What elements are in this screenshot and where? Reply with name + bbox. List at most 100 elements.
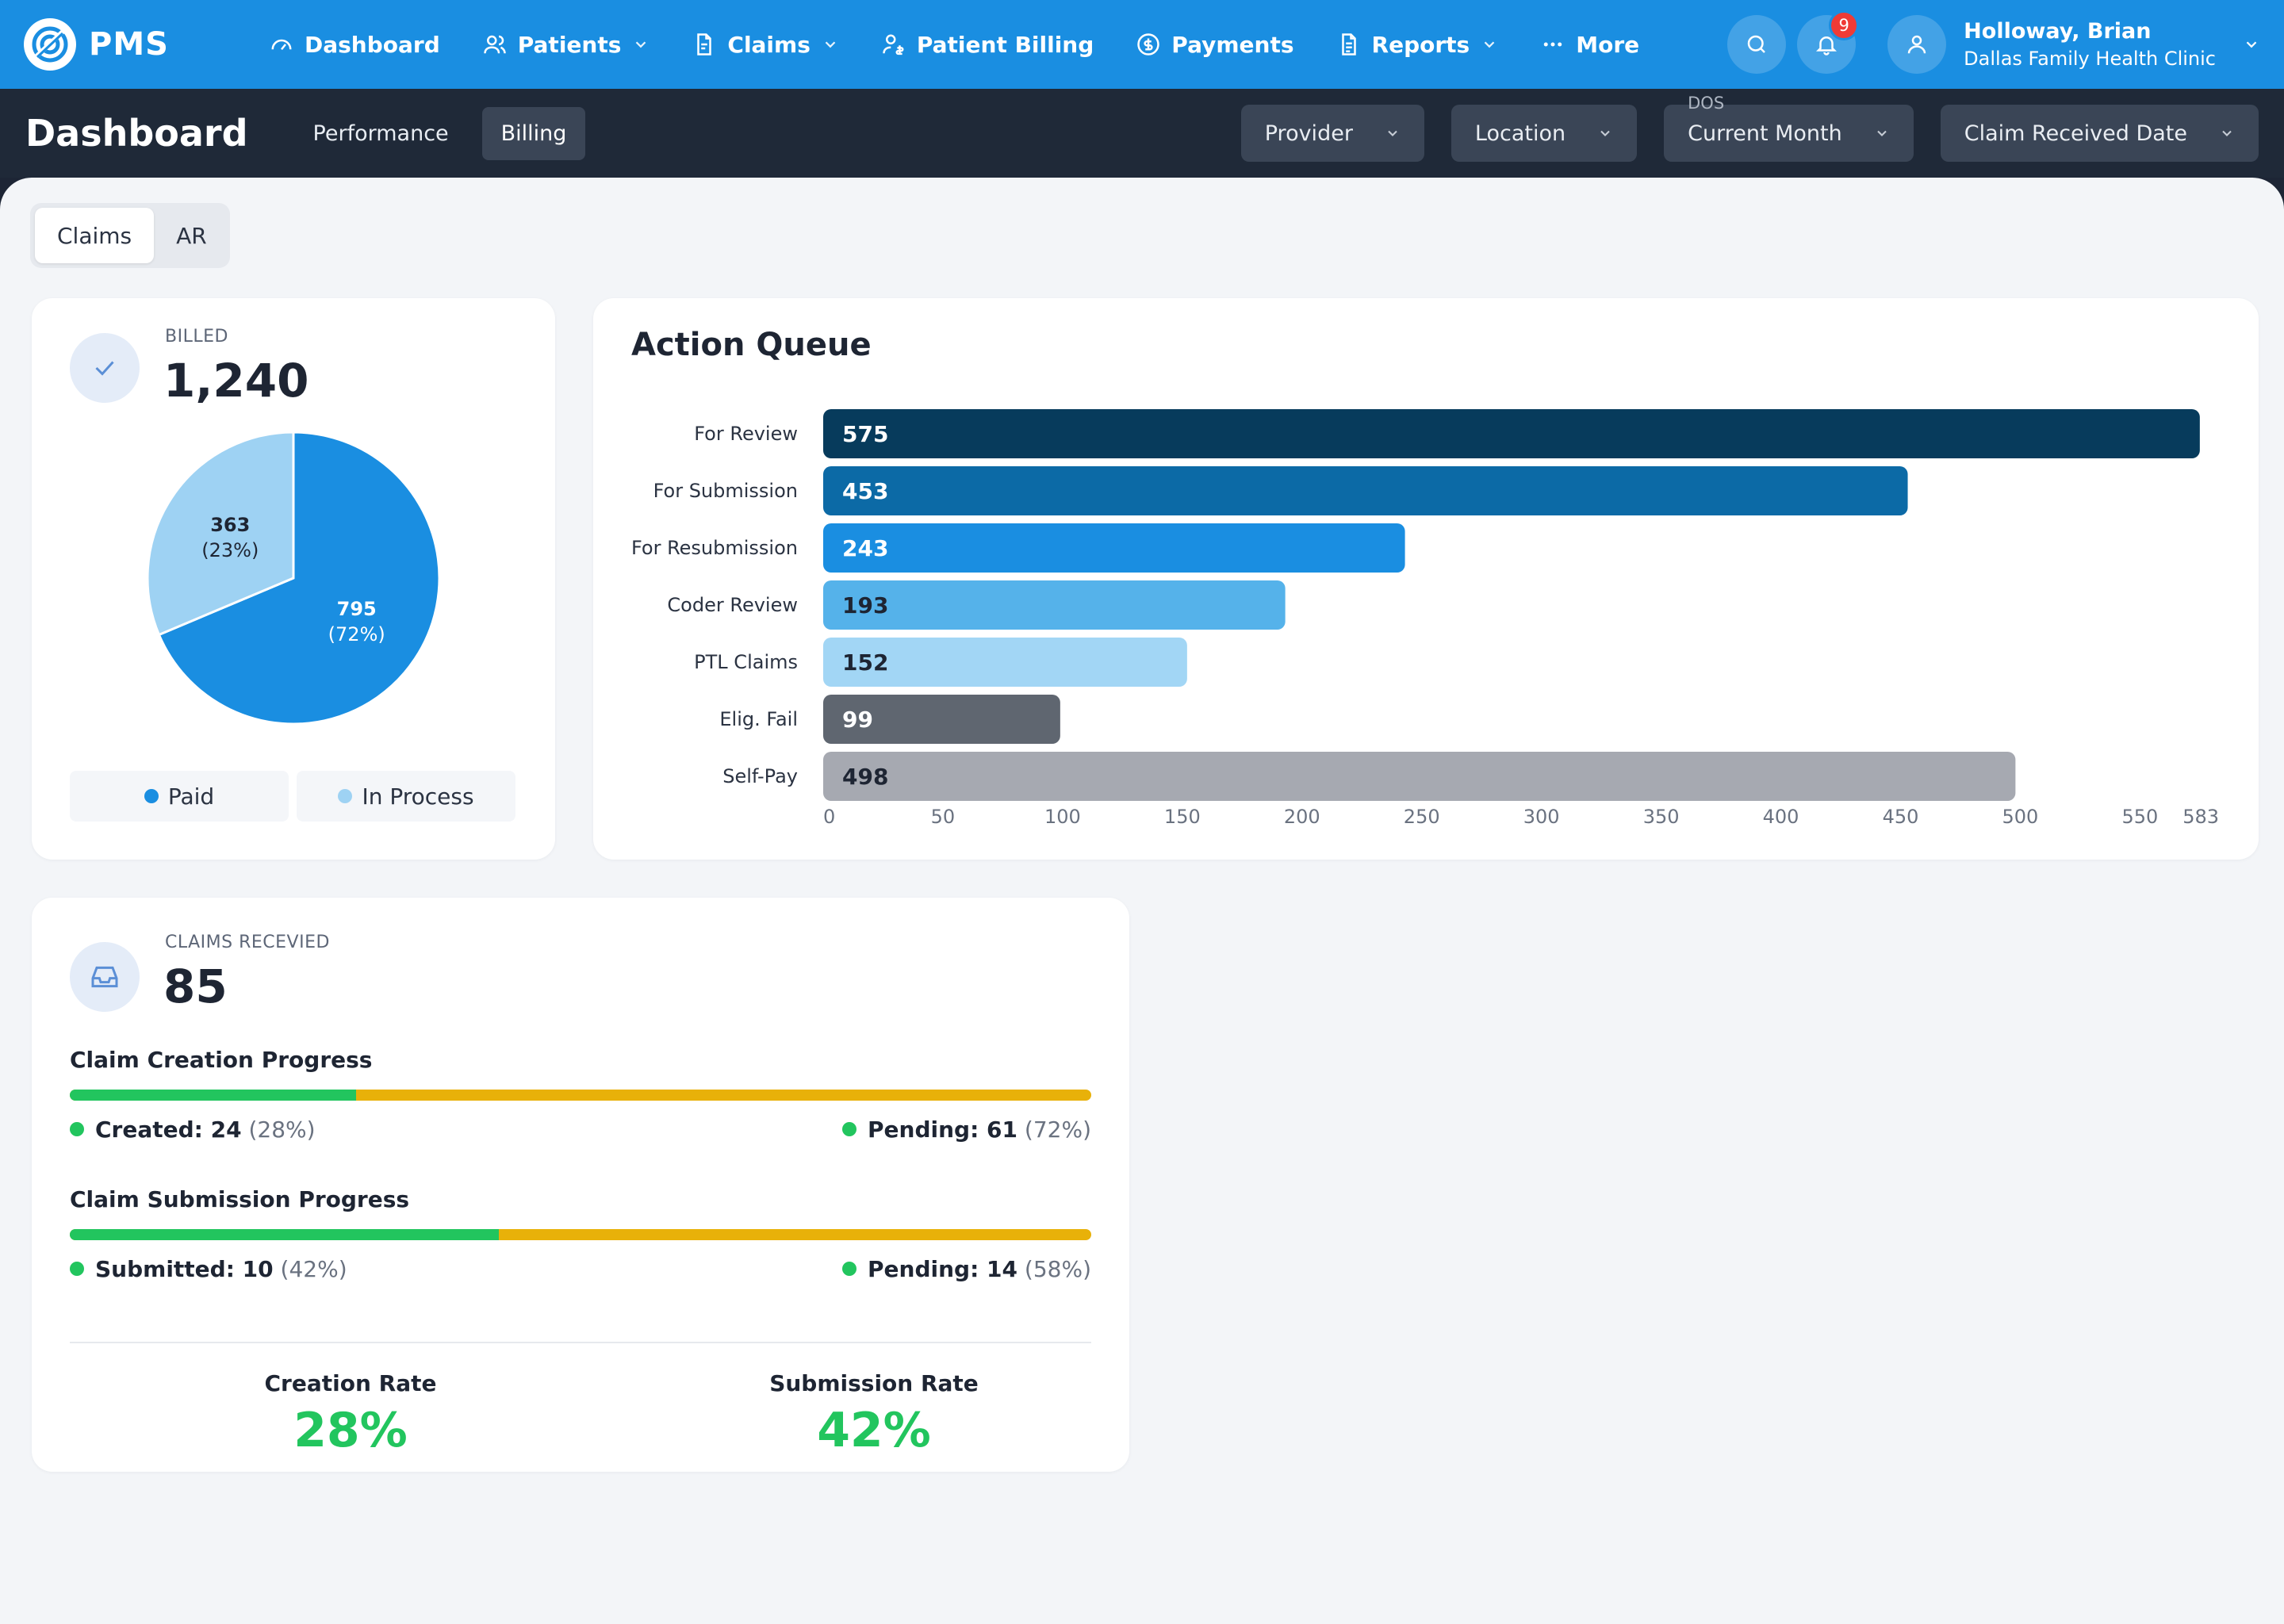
users-icon: [484, 35, 506, 54]
claim-date-filter[interactable]: Claim Received Date: [1940, 105, 2259, 162]
user-dollar-icon: [883, 34, 904, 56]
x-axis-tick-label: 500: [2002, 806, 2039, 828]
submission-pending-key: Pending: 14: [868, 1256, 1017, 1282]
chevron-down-icon: [1484, 41, 1495, 48]
submission-pending-count: Pending: 14 (58%): [842, 1256, 1091, 1282]
bar-value-label: 193: [842, 592, 888, 619]
nav-dashboard-label: Dashboard: [305, 31, 440, 58]
creation-progress-bar: [70, 1090, 1091, 1101]
provider-filter[interactable]: Provider: [1240, 105, 1424, 162]
filter-bar: Provider Location DOS Current Month Clai…: [1240, 94, 2259, 162]
nav-dashboard[interactable]: Dashboard: [270, 32, 440, 58]
nav-reports[interactable]: Reports: [1337, 32, 1499, 58]
bar-for-submission[interactable]: [823, 466, 1908, 515]
chevron-down-icon: [1388, 130, 1397, 136]
nav-patients-label: Patients: [517, 31, 622, 58]
x-axis-tick-label: 350: [1643, 806, 1680, 828]
legend-in-process[interactable]: In Process: [297, 771, 515, 822]
tab-performance[interactable]: Performance: [312, 121, 449, 146]
x-axis-tick-label: 150: [1164, 806, 1201, 828]
pie-slice-in-process[interactable]: [146, 433, 295, 637]
user-menu[interactable]: Holloway, Brian Dallas Family Health Cli…: [1887, 15, 2260, 74]
bar-coder-review[interactable]: [823, 580, 1286, 630]
user-icon: [1907, 35, 1926, 54]
bar-ptl-claims[interactable]: [823, 638, 1187, 687]
notifications-button[interactable]: 9: [1797, 10, 1860, 74]
action-queue-title: Action Queue: [631, 327, 872, 363]
nav-more[interactable]: More: [1541, 32, 1639, 58]
submission-progress-bar: [70, 1229, 1091, 1240]
creation-rate: Creation Rate 28%: [192, 1370, 509, 1458]
bar-value-label: 243: [842, 535, 888, 561]
location-filter[interactable]: Location: [1450, 105, 1638, 162]
toggle-ar[interactable]: AR: [176, 222, 207, 249]
x-axis-tick-label: 400: [1763, 806, 1799, 828]
main-content: Claims AR BILLED 1,240 795 (72%) 363 (23%) …: [0, 178, 2284, 1624]
tab-billing[interactable]: Billing: [481, 106, 586, 160]
x-axis-tick-label: 200: [1284, 806, 1320, 828]
chevron-down-icon: [1877, 130, 1887, 136]
bar-category-label: Self-Pay: [722, 765, 798, 787]
app-logo[interactable]: PMS: [24, 18, 270, 71]
top-navigation-bar: PMS Dashboard Patients Claims Patient Bi…: [0, 0, 2284, 89]
x-axis-tick-label: 583: [2182, 806, 2219, 828]
legend-in-process-dot: [338, 789, 353, 803]
creation-rate-value: 28%: [293, 1403, 408, 1458]
chevron-down-icon: [2246, 41, 2257, 48]
toggle-claims[interactable]: Claims: [35, 208, 155, 263]
bar-self-pay[interactable]: [823, 752, 2016, 801]
search-icon: [1747, 35, 1766, 53]
creation-progress-title: Claim Creation Progress: [70, 1047, 373, 1073]
chevron-down-icon: [1600, 130, 1610, 136]
submission-pending-pct: (58%): [1024, 1256, 1091, 1282]
pie-label-value: 363: [210, 514, 250, 536]
nav-more-label: More: [1576, 31, 1640, 58]
bar-category-label: Coder Review: [667, 594, 798, 616]
creation-progress-fill: [70, 1090, 356, 1101]
gauge-icon: [271, 39, 292, 51]
bar-for-resubmission[interactable]: [823, 523, 1405, 573]
user-clinic: Dallas Family Health Clinic: [1964, 48, 2216, 71]
created-key: Created: 24: [95, 1116, 242, 1143]
x-axis-tick-label: 100: [1044, 806, 1081, 828]
created-pct: (28%): [248, 1116, 316, 1143]
dos-filter[interactable]: DOS Current Month: [1664, 94, 1914, 162]
dos-filter-value: Current Month: [1688, 121, 1842, 146]
chevron-down-icon: [636, 41, 646, 48]
header-tools: 9 Holloway, Brian Dallas Family Health C…: [1716, 0, 2260, 89]
logo-icon: [24, 18, 76, 71]
bar-for-review[interactable]: [823, 409, 2200, 458]
nav-claims[interactable]: Claims: [692, 32, 838, 58]
check-icon: [95, 361, 114, 376]
app-name: PMS: [89, 26, 169, 63]
avatar: [1887, 15, 1947, 74]
submitted-count: Submitted: 10 (42%): [70, 1256, 347, 1282]
legend-paid[interactable]: Paid: [70, 771, 289, 822]
x-axis-tick-label: 450: [1883, 806, 1919, 828]
submission-progress-title: Claim Submission Progress: [70, 1186, 410, 1212]
nav-reports-label: Reports: [1371, 31, 1470, 58]
claims-received-value: 85: [163, 959, 228, 1013]
claims-received-label: CLAIMS RECEVIED: [165, 933, 330, 952]
ellipsis-icon: [1543, 42, 1562, 47]
bar-elig-fail[interactable]: [823, 695, 1060, 744]
legend-in-process-label: In Process: [362, 783, 474, 810]
search-button[interactable]: [1727, 15, 1787, 74]
submission-rate-value: 42%: [817, 1403, 931, 1458]
bar-value-label: 575: [842, 421, 888, 447]
x-axis-tick-label: 550: [2121, 806, 2158, 828]
pie-label-percent: (23%): [201, 539, 259, 561]
submitted-pct: (42%): [280, 1256, 347, 1282]
submission-progress-fill: [70, 1229, 499, 1240]
nav-patient-billing[interactable]: Patient Billing: [882, 32, 1094, 58]
pie-slice-paid[interactable]: [157, 433, 441, 726]
bar-value-label: 99: [842, 707, 873, 733]
nav-payments[interactable]: Payments: [1136, 32, 1294, 58]
main-nav: Dashboard Patients Claims Patient Billin…: [270, 0, 1682, 89]
page-title: Dashboard: [25, 112, 248, 155]
submission-rate-label: Submission Rate: [769, 1370, 979, 1396]
nav-patients[interactable]: Patients: [483, 32, 650, 58]
claim-document-icon: [697, 33, 712, 56]
x-axis-tick-label: 0: [823, 806, 835, 828]
inbox-badge: [70, 942, 140, 1012]
